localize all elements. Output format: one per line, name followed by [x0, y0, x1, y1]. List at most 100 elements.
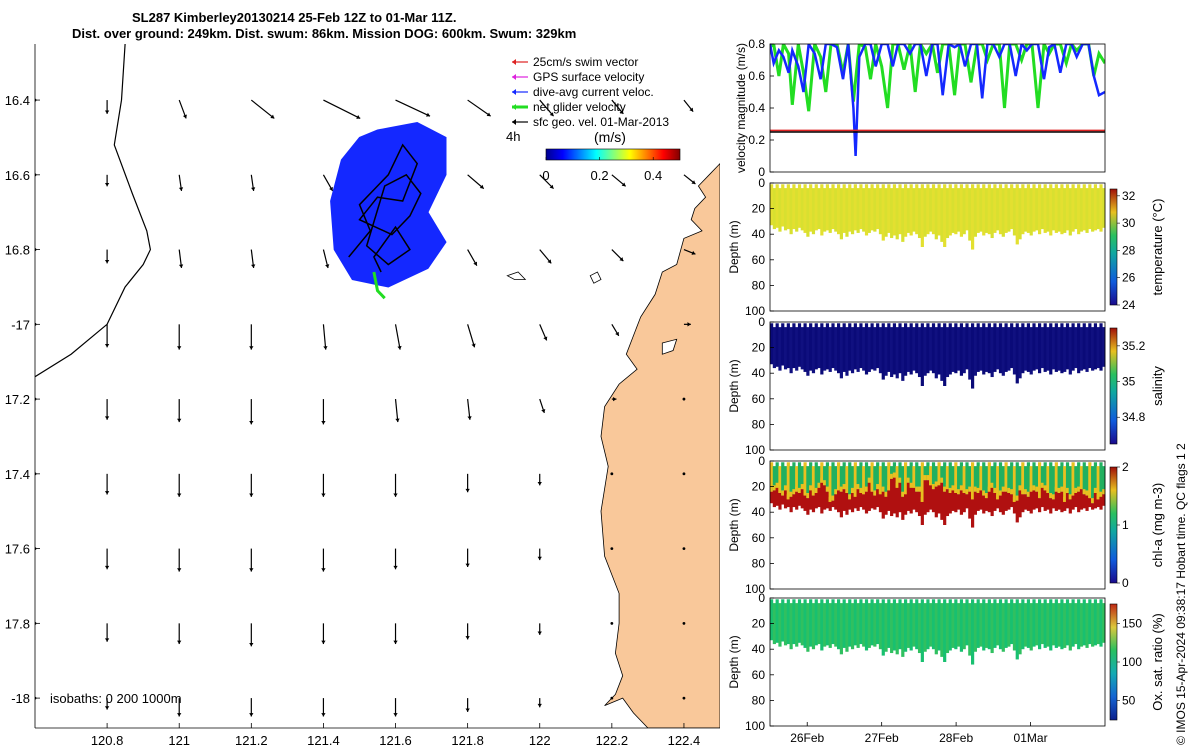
profile-cell — [1046, 188, 1050, 232]
chl-cell-lower — [839, 491, 843, 518]
chl-cell-upper — [825, 462, 830, 492]
profile-cell — [948, 599, 952, 651]
profile-cell — [1093, 184, 1098, 231]
chl-cell-transition — [839, 486, 843, 492]
chl-cell-lower — [976, 493, 980, 511]
profile-cell — [1088, 184, 1092, 230]
y-axis-label: Depth (m) — [727, 498, 741, 551]
y-tick-label: 40 — [752, 366, 766, 380]
arrow-head — [182, 114, 187, 119]
chl-cell-transition — [912, 482, 916, 488]
chl-cell-transition — [1057, 487, 1061, 493]
chl-cell-lower — [1024, 494, 1028, 510]
profile-cell — [971, 323, 975, 389]
profile-cell — [1032, 184, 1036, 232]
chl-cell-upper — [809, 462, 813, 491]
chl-cell-transition — [1007, 487, 1011, 493]
profile-cell — [959, 323, 964, 376]
profile-cell — [848, 323, 852, 371]
map-x-tick-label: 121.2 — [235, 733, 268, 748]
chl-cell-transition — [795, 486, 799, 492]
surface-velocity-arrow — [467, 324, 476, 348]
arrow-head — [537, 481, 542, 486]
chl-cell-lower — [971, 499, 975, 528]
surface-velocity-arrow — [537, 623, 542, 635]
profile-cell — [828, 188, 832, 233]
profile-cell — [1049, 184, 1053, 236]
chl-cell-lower — [1010, 494, 1014, 508]
surface-velocity-arrow — [177, 324, 182, 350]
chl-cell-lower — [990, 487, 994, 517]
chl-cell-transition — [1026, 491, 1031, 497]
profile-cell — [831, 184, 835, 230]
y-tick-label: 80 — [752, 693, 766, 707]
panel-temperature: 0 20 40 60 80 100 Depth (m) 24 26 28 30 32 temperatu… — [727, 176, 1165, 318]
profile-cell — [1032, 599, 1036, 647]
profile-cell — [1021, 323, 1025, 374]
arrow-dot — [682, 696, 686, 700]
profile-cell — [987, 599, 991, 650]
chl-cell-upper — [772, 466, 776, 491]
chl-cell-lower — [876, 489, 880, 508]
profile-cell — [998, 599, 1003, 650]
y-tick-label: 60 — [752, 531, 766, 545]
profile-cell — [1007, 188, 1011, 232]
profile-cell — [1054, 184, 1058, 233]
glider-track — [348, 143, 422, 273]
chl-cell-lower — [867, 482, 871, 511]
chl-cell-lower — [1032, 490, 1036, 510]
y-tick-label: 40 — [752, 505, 766, 519]
y-tick-label: 0.6 — [748, 69, 765, 83]
chl-cell-upper — [909, 462, 913, 488]
arrow-head — [426, 112, 431, 117]
y-tick-label: 100 — [745, 443, 765, 457]
chl-cell-upper — [1021, 462, 1025, 495]
arrow-head — [393, 565, 398, 570]
arrow-shaft — [467, 324, 476, 348]
chl-cell-transition — [1079, 484, 1084, 490]
chl-cell-lower — [1096, 499, 1100, 508]
arrow-head — [104, 182, 110, 187]
colorbar-tick-label: 0 — [1122, 576, 1129, 590]
surface-velocity-arrow — [104, 399, 110, 420]
chl-cell-transition — [842, 484, 846, 490]
chl-cell-transition — [1029, 486, 1033, 492]
chl-cell-transition — [870, 486, 874, 492]
arrow-dot — [610, 621, 614, 625]
chl-cell-lower — [814, 493, 818, 509]
profile-cell — [937, 323, 941, 375]
chl-cell-transition — [811, 490, 816, 496]
arrow-head — [104, 565, 110, 570]
chl-cell-upper — [864, 462, 869, 492]
profile-cell — [867, 603, 871, 648]
profile-cell — [917, 188, 922, 239]
panel-frame — [769, 460, 1106, 590]
arrow-head — [691, 250, 696, 255]
profile-cell — [971, 599, 975, 665]
surface-velocity-arrow — [249, 623, 254, 647]
profile-cell — [1004, 323, 1008, 372]
chl-cell-upper — [811, 466, 816, 496]
x-tick-label: 26Feb — [790, 731, 824, 745]
arrow-head — [251, 264, 256, 268]
x-tick-label: 01Mar — [1014, 731, 1048, 745]
arrow-head — [251, 187, 256, 191]
profile-cell — [943, 323, 947, 386]
chl-cell-upper — [976, 462, 980, 493]
y-tick-label: 40 — [752, 642, 766, 656]
chl-cell-lower — [1099, 496, 1103, 510]
arrow-head — [249, 421, 254, 425]
arrow-head — [549, 112, 554, 117]
profile-cell — [976, 599, 980, 648]
profile-cell — [853, 599, 857, 646]
chl-cell-lower — [1077, 491, 1081, 513]
chl-cell-lower — [775, 487, 779, 506]
y-tick-label: 0 — [758, 315, 765, 329]
chl-cell-transition — [820, 477, 824, 483]
profile-cell — [1040, 327, 1044, 369]
profile-cell — [1029, 603, 1033, 651]
map-x-tick-label: 122.2 — [596, 733, 629, 748]
profile-cell — [792, 323, 796, 369]
chl-cell-upper — [940, 466, 944, 483]
surface-velocity-arrow — [249, 399, 254, 425]
